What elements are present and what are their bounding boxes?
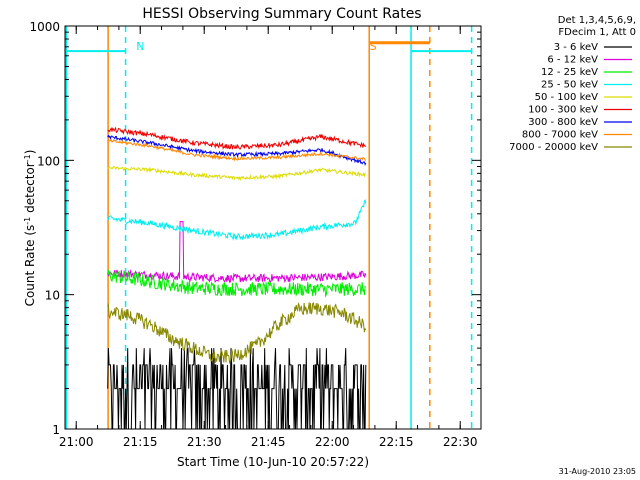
legend: Det 1,3,4,5,6,9,FDecim 1, Att 0 3 - 6 keV… <box>509 15 636 153</box>
y-axis-label: Count Rate (s-1 detector-1) <box>23 150 38 307</box>
legend-entry-8: 7000 - 20000 keV <box>509 142 598 153</box>
annotation-0: N <box>136 40 144 53</box>
annotation-1: S <box>370 40 377 53</box>
y-label-part3: ) <box>23 150 37 155</box>
legend-header-0: Det 1,3,4,5,6,9, <box>558 15 636 26</box>
x-tick-label-5: 22:15 <box>379 435 414 449</box>
x-axis-label: Start Time (10-Jun-10 20:57:22) <box>177 455 369 469</box>
series-line-6 <box>107 134 367 166</box>
series-line-4 <box>107 165 366 181</box>
x-tick-label-6: 22:30 <box>443 435 478 449</box>
chart-title: HESSI Observing Summary Count Rates <box>142 6 421 22</box>
y-axis: 1 10 100 1000 <box>29 20 481 437</box>
series-line-1 <box>107 221 367 283</box>
legend-entry-0: 3 - 6 keV <box>554 42 598 53</box>
y-label-part1: Count Rate (s <box>23 225 37 307</box>
footer-date: 31-Aug-2010 23:05 <box>559 467 636 476</box>
x-tick-label-4: 22:00 <box>315 435 350 449</box>
legend-entry-3: 25 - 50 keV <box>541 80 598 91</box>
y-tick-label-2: 100 <box>37 154 60 168</box>
y-label-sup2: -1 <box>23 154 32 162</box>
x-tick-label-0: 21:00 <box>59 435 94 449</box>
series-line-7 <box>107 138 367 162</box>
x-tick-label-2: 21:30 <box>187 435 222 449</box>
series-line-2 <box>107 269 367 298</box>
legend-entry-7: 800 - 7000 keV <box>522 130 598 141</box>
series-line-0 <box>107 347 367 430</box>
legend-entry-6: 300 - 800 keV <box>528 117 598 128</box>
y-tick-label-0: 1 <box>52 423 60 437</box>
x-axis: 21:00 21:15 21:30 21:45 22:00 22:15 22:30 <box>59 26 478 449</box>
y-label-sup1: -1 <box>23 217 32 225</box>
series-line-5 <box>107 126 367 150</box>
series-line-8 <box>107 302 367 365</box>
x-tick-label-1: 21:15 <box>123 435 158 449</box>
plot-frame <box>64 25 482 430</box>
legend-entry-1: 6 - 12 keV <box>547 55 598 66</box>
y-tick-label-3: 1000 <box>29 20 60 34</box>
legend-header-1: FDecim 1, Att 0 <box>558 27 636 38</box>
y-tick-label-1: 10 <box>45 289 60 303</box>
y-label-part2: detector <box>23 162 37 217</box>
legend-entry-4: 50 - 100 keV <box>535 92 599 103</box>
legend-entry-2: 12 - 25 keV <box>541 67 598 78</box>
x-tick-label-3: 21:45 <box>251 435 286 449</box>
legend-entry-5: 100 - 300 keV <box>528 105 598 116</box>
series-line-3 <box>107 198 367 242</box>
